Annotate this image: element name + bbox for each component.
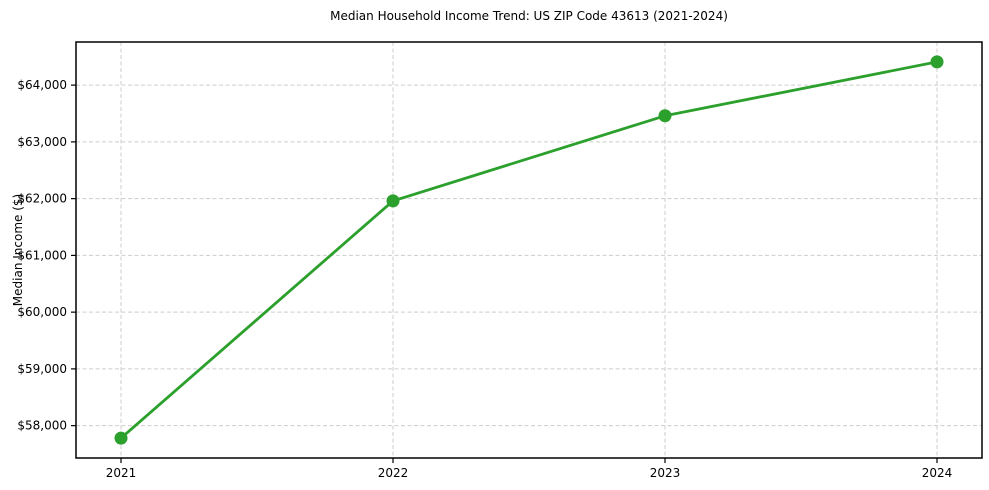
x-tick-label: 2022: [378, 466, 409, 480]
data-point-2024: [930, 55, 944, 69]
y-tick-label: $58,000: [17, 419, 67, 433]
y-tick-label: $64,000: [17, 78, 67, 92]
y-tick-label: $63,000: [17, 135, 67, 149]
x-tick-label: 2021: [106, 466, 137, 480]
y-tick-label: $61,000: [17, 248, 67, 262]
plot-border: [75, 41, 983, 459]
y-tick-label: $62,000: [17, 192, 67, 206]
chart-title: Median Household Income Trend: US ZIP Co…: [330, 9, 728, 23]
y-axis-label: Median Income ($): [11, 193, 25, 307]
y-tick-label: $59,000: [17, 362, 67, 376]
x-tick-label: 2024: [922, 466, 953, 480]
data-point-2023: [658, 109, 672, 123]
data-point-2021: [114, 431, 128, 445]
data-point-2022: [386, 194, 400, 208]
y-tick-label: $60,000: [17, 305, 67, 319]
trend-line: [119, 60, 939, 440]
x-tick-label: 2023: [650, 466, 681, 480]
